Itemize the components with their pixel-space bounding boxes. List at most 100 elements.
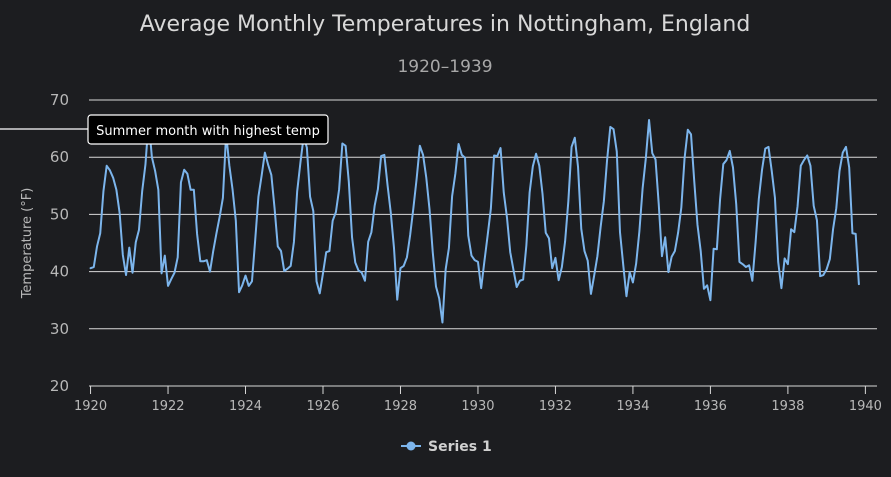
series-1-point [160,271,164,275]
series-1-point [457,142,461,146]
series-1-point [437,296,441,300]
series-1-point [502,191,506,195]
series-1-point [628,270,632,274]
series-1-point [205,258,209,262]
series-1-point [411,206,415,210]
x-axis-ticks: 1920 1922 1924 1926 1928 1930 1932 1934 1936 1938… [74,386,882,414]
series-1-point [557,278,561,282]
series-1-point [357,268,361,272]
series-1-point [534,152,538,156]
series-1-point [660,254,664,258]
series-1-point [111,176,115,180]
series-1-point [405,255,409,259]
series-1-point [247,284,251,288]
series-1-point [221,196,225,200]
series-1-point [731,166,735,170]
series-1-point [298,161,302,165]
series-1-point [179,180,183,184]
series-1-point [153,169,157,173]
series-1-point [395,298,399,302]
series-1-point [725,158,729,162]
series-1-point [331,219,335,223]
series-1-point [214,231,218,235]
series-1-point [308,195,312,199]
series-1-point [434,284,438,288]
series-1-point [273,206,277,210]
series-1-point [686,128,690,132]
annotation-tooltip: Summer month with highest temp [0,114,329,145]
series-1-point [670,255,674,259]
series-1-point [573,136,577,140]
series-1-point [340,141,344,145]
series-1-point [841,151,845,155]
legend-series-1-label[interactable]: Series 1 [428,439,492,455]
x-tick-label-1932: 1932 [539,399,572,414]
series-1-point [637,230,641,234]
series-1-point [754,240,758,244]
series-1-point [531,164,535,168]
series-1-point [386,183,390,187]
series-1-point [253,238,257,242]
series-1-point [721,162,725,166]
series-1-point [140,189,144,193]
series-1-point [369,230,373,234]
series-1-point [657,202,661,206]
series-1-point [231,188,235,192]
series-1-point [476,260,480,264]
legend[interactable]: Series 1 [401,439,492,455]
series-1-point [831,227,835,231]
series-1-point [250,279,254,283]
series-1-point [98,231,102,235]
y-tick-label-60: 60 [50,148,69,166]
series-1-point [505,216,509,220]
x-tick-label-1938: 1938 [771,399,804,414]
series-1-point [595,254,599,258]
series-1-point [579,227,583,231]
series-1-point [586,259,590,263]
series-1-point [363,279,367,283]
y-tick-label-50: 50 [50,205,69,223]
series-1-point [334,210,338,214]
series-1-point [366,240,370,244]
series-1-point [715,247,719,251]
series-1-point [382,153,386,157]
series-1-point [360,271,364,275]
series-1-point [195,232,199,236]
series-1-point [728,149,732,153]
series-1-point [402,264,406,268]
series-1-point [566,199,570,203]
series-1-point [786,262,790,266]
series-1-point [508,250,512,254]
series-1-point [392,246,396,250]
series-1-point [444,267,448,271]
series-1-point [612,127,616,131]
series-1-point [654,157,658,161]
series-1-point [127,246,131,250]
series-1-point [828,257,832,261]
series-1-point [463,156,467,160]
series-1-point [415,177,419,181]
series-1-point [650,151,654,155]
series-1-point [227,164,231,168]
series-1-point [802,158,806,162]
x-tick-label-1930: 1930 [461,399,494,414]
series-1-point [408,233,412,237]
series-1-point [244,274,248,278]
series-1-line[interactable] [89,119,860,324]
series-1-point [118,211,122,215]
series-1-point [192,188,196,192]
series-1-point [550,266,554,270]
series-1-group[interactable] [89,118,861,324]
series-1-point [373,204,377,208]
series-1-point [350,235,354,239]
series-1-point [776,260,780,264]
x-tick-label-1928: 1928 [384,399,417,414]
series-1-point [428,207,432,211]
series-1-point [469,254,473,258]
series-1-point [615,149,619,153]
series-1-point [515,285,519,289]
x-tick-label-1920: 1920 [74,399,107,414]
series-1-point [544,231,548,235]
y-tick-label-70: 70 [50,91,69,109]
